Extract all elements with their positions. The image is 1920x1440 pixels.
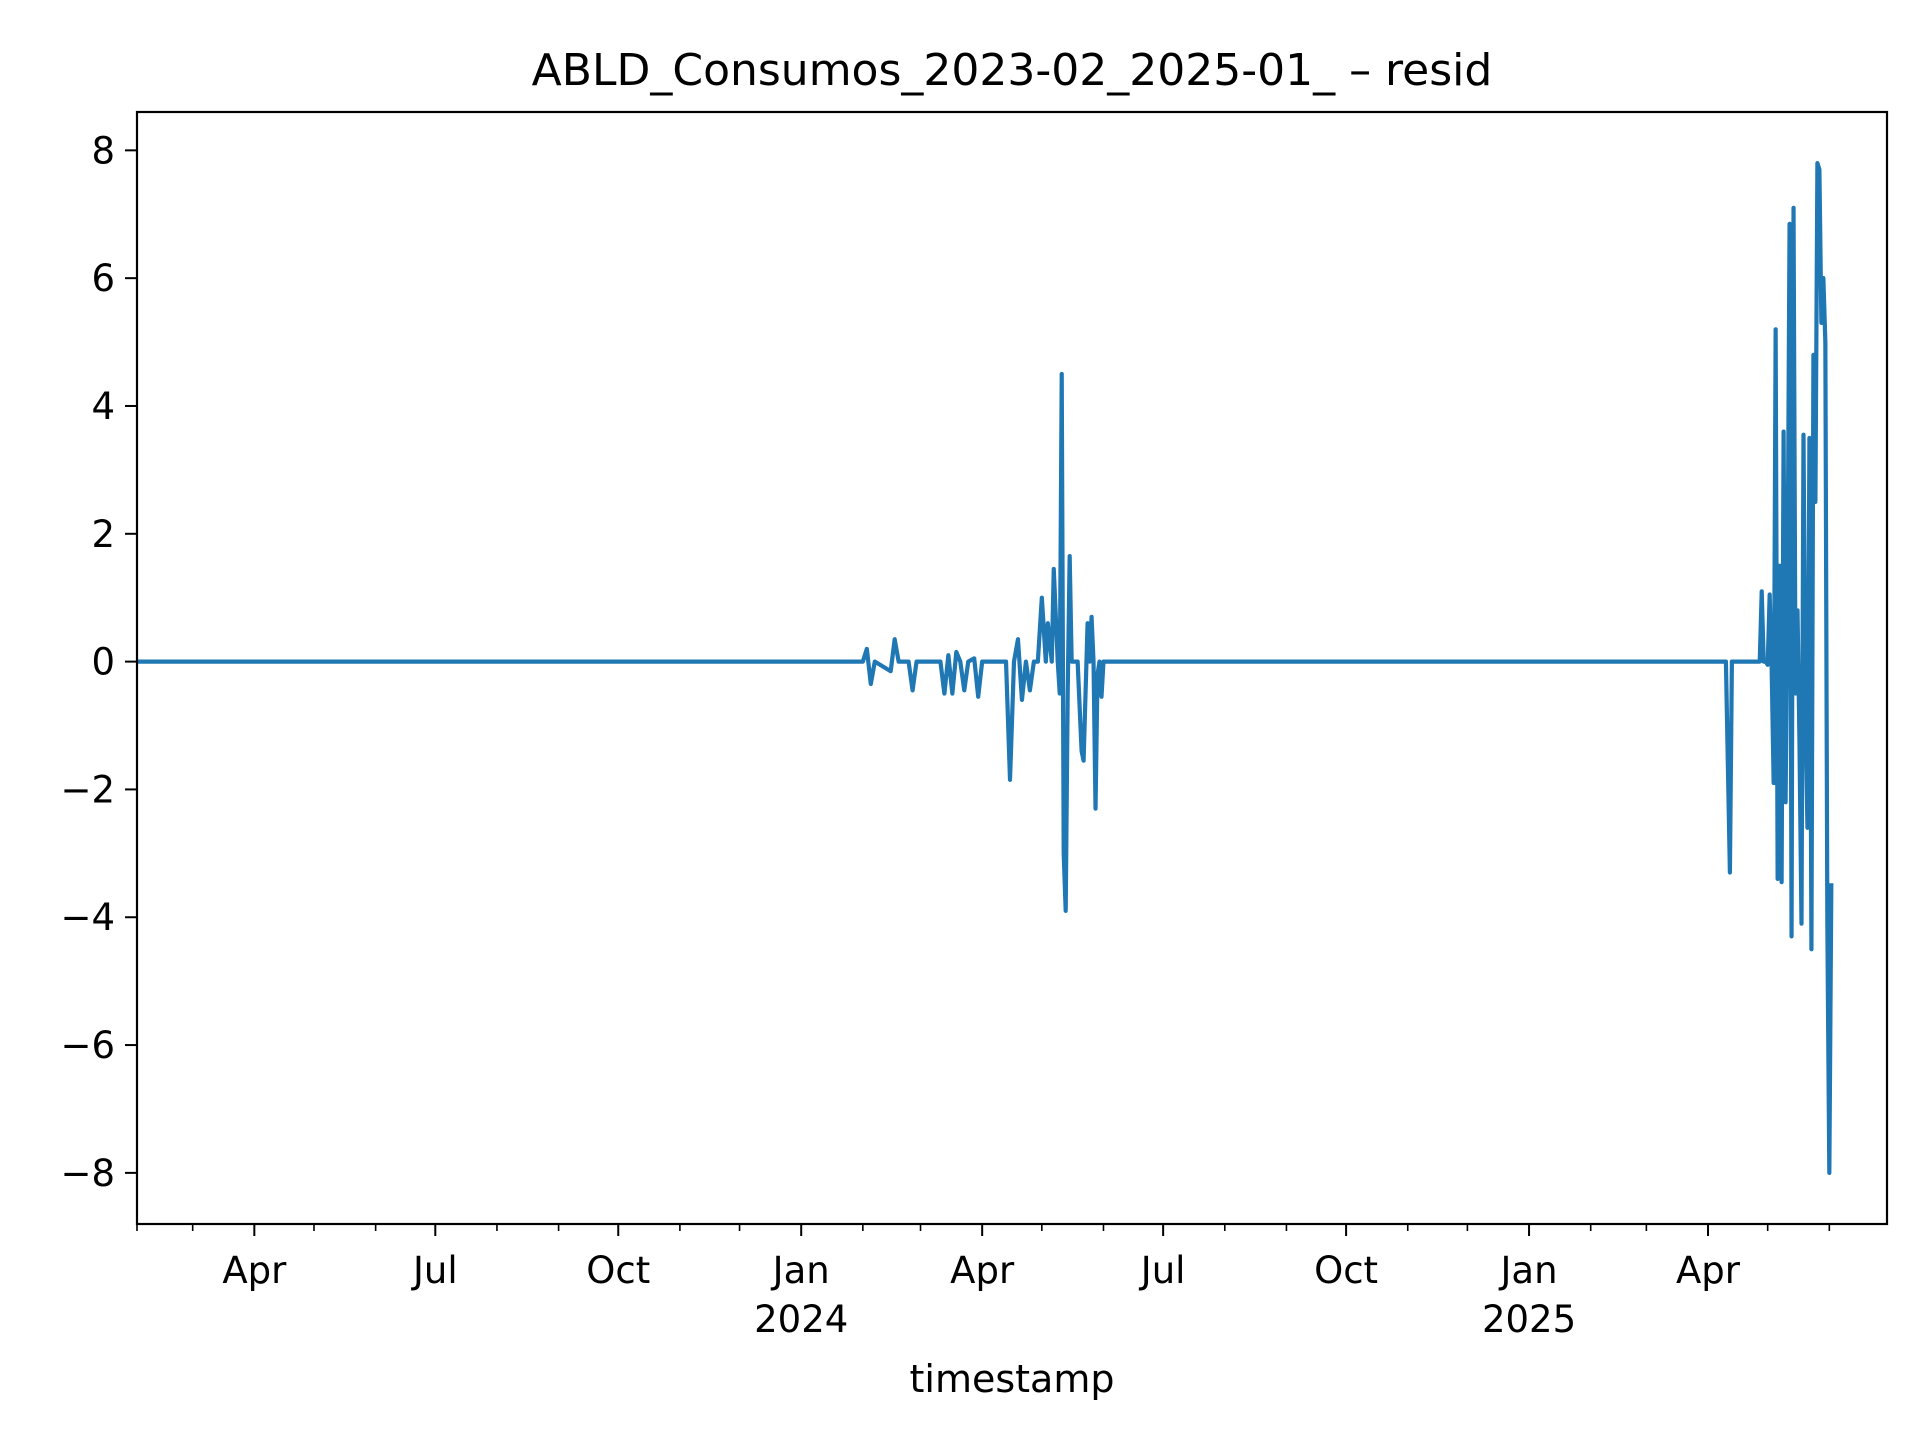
y-tick-label: −6 [60, 1024, 115, 1067]
x-tick-label: Jan [1499, 1249, 1558, 1292]
y-tick-label: 8 [91, 129, 115, 172]
y-tick-label: 4 [91, 385, 115, 428]
y-tick-label: 6 [91, 257, 115, 300]
chart-title: ABLD_Consumos_2023-02_2025-01_ – resid [532, 45, 1493, 96]
y-tick-label: −8 [60, 1152, 115, 1195]
x-tick-label: Jan [771, 1249, 830, 1292]
series-line-resid [137, 161, 1834, 1175]
x-tick-label: Oct [1314, 1249, 1378, 1292]
x-tick-year-label: 2025 [1482, 1298, 1576, 1341]
y-tick-label: −4 [60, 896, 115, 939]
x-tick-label: Jul [1139, 1249, 1186, 1292]
y-tick-label: −2 [60, 768, 115, 811]
series-layer [137, 161, 1834, 1175]
axis-ticks: −8 −6 −4 −2 0 2 4 6 8 Apr Jul Oct Jan 2024 Apr Jul Oct Ja… [60, 129, 1831, 1341]
x-tick-label: Apr [1676, 1249, 1741, 1292]
x-tick-year-label: 2024 [754, 1298, 848, 1341]
plot-frame [135, 110, 1889, 1226]
x-tick-label: Apr [950, 1249, 1015, 1292]
x-tick-label: Apr [222, 1249, 287, 1292]
y-tick-label: 2 [91, 513, 115, 556]
x-tick-label: Oct [586, 1249, 650, 1292]
x-tick-label: Jul [411, 1249, 458, 1292]
y-tick-label: 0 [91, 641, 115, 684]
x-axis-label: timestamp [910, 1357, 1115, 1401]
